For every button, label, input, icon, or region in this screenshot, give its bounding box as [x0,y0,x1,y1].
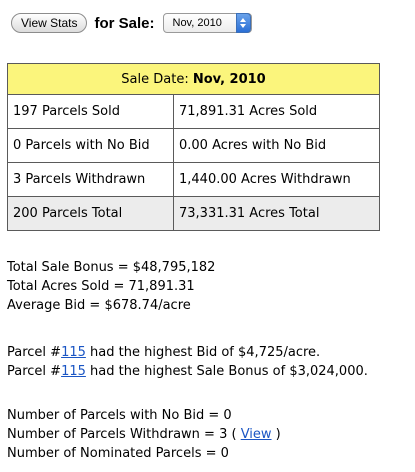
sale-date-header: Sale Date: Nov, 2010 [7,63,380,95]
acres-cell: 71,891.31 Acres Sold [173,94,380,129]
select-arrows-icon [235,13,251,33]
acres-cell: 1,440.00 Acres Withdrawn [173,162,380,197]
total-bonus-line: Total Sale Bonus = $48,795,182 [7,260,216,275]
parcels-cell: 197 Parcels Sold [7,94,174,129]
parcel-counts-text: Number of Parcels with No Bid = 0 Number… [7,406,281,463]
withdrawn-count-line: Number of Parcels Withdrawn = 3 ( View ) [7,425,281,444]
sale-date-select-value: Nov, 2010 [172,17,222,29]
highest-bonus-line: Parcel #115 had the highest Sale Bonus o… [7,362,368,381]
highest-parcels-text: Parcel #115 had the highest Bid of $4,72… [7,343,368,381]
highest-bid-line: Parcel #115 had the highest Bid of $4,72… [7,343,368,362]
table-total-row: 200 Parcels Total 73,331.31 Acres Total [7,196,380,231]
table-row: 3 Parcels Withdrawn 1,440.00 Acres Withd… [7,162,380,197]
for-sale-label: for Sale: [94,14,155,32]
acres-total-cell: 73,331.31 Acres Total [173,196,380,231]
sale-date-select[interactable]: Nov, 2010 [162,13,252,33]
table-header-row: Sale Date: Nov, 2010 [7,63,380,95]
highest-bid-parcel-link[interactable]: 115 [61,345,86,360]
view-withdrawn-link[interactable]: View [240,427,272,442]
parcels-total-cell: 200 Parcels Total [7,196,174,231]
table-row: 0 Parcels with No Bid 0.00 Acres with No… [7,128,380,163]
highest-bonus-parcel-link[interactable]: 115 [61,364,86,379]
highest-bonus-suffix: had the highest Sale Bonus of $3,024,000… [85,364,368,379]
average-bid-line: Average Bid = $678.74/acre [7,298,191,313]
sale-date-label: Sale Date: [121,71,189,87]
parcels-cell: 3 Parcels Withdrawn [7,162,174,197]
sale-summary-table: Sale Date: Nov, 2010 197 Parcels Sold 71… [7,63,380,231]
total-acres-line: Total Acres Sold = 71,891.31 [7,279,195,294]
highest-bonus-prefix: Parcel # [7,364,62,379]
highest-bid-suffix: had the highest Bid of $4,725/acre. [85,345,321,360]
toolbar: View Stats for Sale: Nov, 2010 [11,11,252,35]
table-row: 197 Parcels Sold 71,891.31 Acres Sold [7,94,380,129]
withdrawn-prefix: Number of Parcels Withdrawn = 3 ( [7,427,241,442]
acres-cell: 0.00 Acres with No Bid [173,128,380,163]
parcels-cell: 0 Parcels with No Bid [7,128,174,163]
sale-date-value: Nov, 2010 [192,71,266,87]
highest-bid-prefix: Parcel # [7,345,62,360]
withdrawn-suffix: ) [271,427,281,442]
sale-summary-text: Total Sale Bonus = $48,795,182 Total Acr… [7,258,215,315]
nominated-count-line: Number of Nominated Parcels = 0 [7,446,229,461]
view-stats-button[interactable]: View Stats [11,13,88,33]
no-bid-count-line: Number of Parcels with No Bid = 0 [7,408,232,423]
